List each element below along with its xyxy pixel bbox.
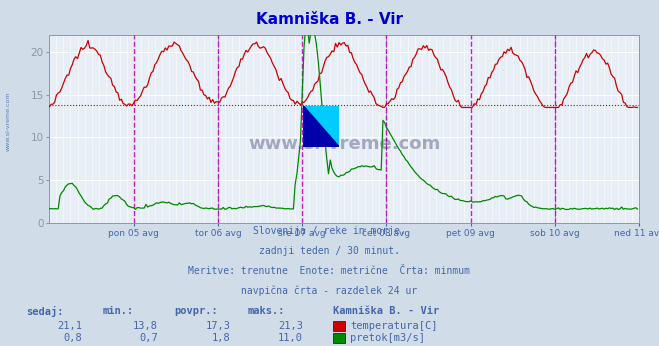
Text: zadnji teden / 30 minut.: zadnji teden / 30 minut.	[259, 246, 400, 256]
Text: www.si-vreme.com: www.si-vreme.com	[248, 135, 440, 153]
Text: min.:: min.:	[102, 306, 133, 316]
Text: 13,8: 13,8	[133, 321, 158, 331]
Text: pretok[m3/s]: pretok[m3/s]	[350, 333, 425, 343]
Polygon shape	[303, 106, 339, 147]
Text: sedaj:: sedaj:	[26, 306, 64, 317]
Text: Kamniška B. - Vir: Kamniška B. - Vir	[333, 306, 439, 316]
Text: temperatura[C]: temperatura[C]	[350, 321, 438, 331]
Text: navpična črta - razdelek 24 ur: navpična črta - razdelek 24 ur	[241, 286, 418, 296]
Text: povpr.:: povpr.:	[175, 306, 218, 316]
Text: Meritve: trenutne  Enote: metrične  Črta: minmum: Meritve: trenutne Enote: metrične Črta: …	[188, 266, 471, 276]
Text: 21,3: 21,3	[278, 321, 303, 331]
Polygon shape	[303, 106, 339, 147]
Text: 0,7: 0,7	[140, 333, 158, 343]
Text: 17,3: 17,3	[206, 321, 231, 331]
Text: www.si-vreme.com: www.si-vreme.com	[5, 91, 11, 151]
Text: Kamniška B. - Vir: Kamniška B. - Vir	[256, 12, 403, 27]
Text: 21,1: 21,1	[57, 321, 82, 331]
Text: 11,0: 11,0	[278, 333, 303, 343]
Text: 1,8: 1,8	[212, 333, 231, 343]
Text: maks.:: maks.:	[247, 306, 285, 316]
Text: Slovenija / reke in morje.: Slovenija / reke in morje.	[253, 226, 406, 236]
Text: 0,8: 0,8	[64, 333, 82, 343]
